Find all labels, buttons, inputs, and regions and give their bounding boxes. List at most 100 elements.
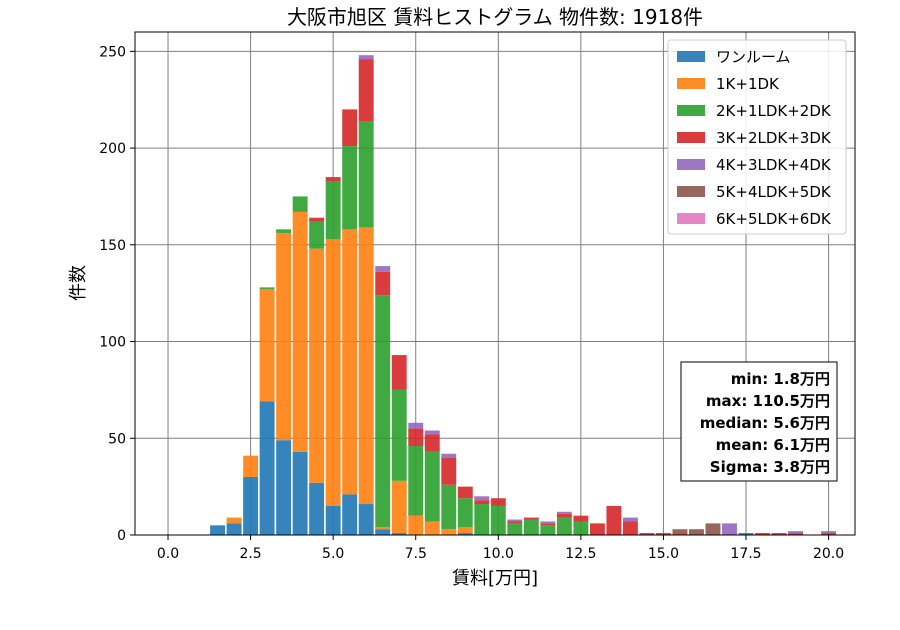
bar-segment	[375, 527, 391, 530]
bar-segment	[424, 521, 440, 535]
bar-segment	[292, 196, 308, 212]
bar-segment	[738, 533, 754, 535]
bar-segment	[375, 295, 391, 528]
stats-line: median: 5.6万円	[700, 414, 830, 432]
bar-segment	[523, 517, 539, 520]
bar-segment	[556, 513, 572, 518]
bar-segment	[755, 533, 770, 535]
bar-segment	[309, 221, 325, 249]
legend: ワンルーム 1K+1DK 2K+1LDK+2DK 3K+2LDK+3DK 4K+3LDK…	[667, 39, 847, 235]
bar-segment	[226, 523, 242, 535]
bar-segment	[342, 494, 358, 535]
legend-swatch	[677, 78, 705, 89]
bar-segment	[342, 146, 358, 230]
bar-segment	[457, 527, 473, 534]
bar-segment	[358, 227, 374, 505]
legend-label: 2K+1LDK+2DK	[716, 102, 832, 120]
legend-label: 1K+1DK	[716, 75, 780, 93]
bar-segment	[325, 239, 341, 506]
y-tick-label: 200	[99, 141, 126, 157]
bar-segment	[259, 287, 275, 290]
bar-segment	[309, 248, 325, 483]
bar-segment	[210, 525, 226, 535]
bar-segment	[523, 519, 539, 535]
bar-segment	[540, 521, 556, 524]
stats-line: max: 110.5万円	[706, 392, 830, 410]
bar-segment	[556, 511, 572, 514]
legend-label: ワンルーム	[716, 48, 791, 66]
stats-line: Sigma: 3.8万円	[710, 458, 830, 476]
x-axis-label: 賃料[万円]	[452, 568, 538, 589]
bar-segment	[292, 451, 308, 535]
bar-segment	[821, 533, 837, 535]
bar-segment	[424, 430, 440, 435]
bar-segment	[358, 504, 374, 535]
legend-swatch	[677, 159, 705, 170]
bar-segment	[474, 504, 490, 535]
legend-swatch	[677, 132, 705, 143]
bar-segment	[391, 389, 407, 481]
bar-segment	[573, 515, 589, 522]
x-tick-label: 17.5	[730, 546, 761, 562]
x-tick-label: 10.0	[483, 546, 514, 562]
bar-segment	[788, 531, 804, 534]
legend-frame	[667, 39, 847, 235]
stats-line: mean: 6.1万円	[716, 436, 830, 454]
bar-segment	[474, 496, 490, 501]
bar-segment	[243, 476, 259, 535]
bar-segment	[325, 177, 341, 181]
bar-segment	[655, 533, 671, 535]
bar-segment	[358, 120, 374, 228]
bar-segment	[771, 533, 787, 535]
y-tick-label: 250	[99, 44, 126, 60]
bar-segment	[441, 457, 457, 485]
bar-segment	[507, 523, 523, 535]
x-tick-label: 2.5	[239, 546, 261, 562]
x-axis: 0.0 2.5 5.0 7.5 10.0 12.5 15.0 17.5 20.0	[157, 535, 844, 562]
bar-segment	[689, 529, 704, 535]
bar-segment	[424, 451, 440, 522]
bar-segment	[672, 529, 688, 534]
bar-segment	[788, 533, 804, 535]
y-tick-label: 0	[117, 528, 126, 544]
bar-segment	[342, 229, 358, 495]
legend-label: 3K+2LDK+3DK	[716, 129, 832, 147]
bar-segment	[342, 109, 358, 147]
legend-swatch	[677, 105, 705, 116]
legend-label: 5K+4LDK+5DK	[716, 183, 832, 201]
bar-segment	[441, 453, 457, 458]
bar-segment	[325, 180, 341, 240]
bar-segment	[589, 523, 605, 535]
bar-segment	[672, 533, 688, 535]
legend-label: 4K+3LDK+4DK	[716, 156, 832, 174]
bar-segment	[573, 521, 589, 535]
x-tick-label: 0.0	[157, 546, 179, 562]
x-tick-label: 15.0	[648, 546, 679, 562]
bar-segment	[325, 505, 341, 535]
bar-segment	[259, 401, 275, 535]
x-tick-label: 7.5	[405, 546, 427, 562]
bar-segment	[622, 517, 638, 522]
y-tick-label: 50	[108, 431, 126, 447]
bar-segment	[391, 355, 407, 390]
bar-segment	[309, 217, 325, 222]
bar-segment	[309, 482, 325, 535]
y-axis: 0 50 100 150 200 250	[99, 44, 135, 544]
bar-segment	[358, 59, 374, 121]
plot-frame	[134, 31, 856, 536]
bar-segment	[276, 440, 292, 535]
bar-segment	[243, 455, 259, 477]
x-tick-label: 12.5	[565, 546, 596, 562]
bar-segment	[375, 266, 391, 272]
bar-segment	[408, 515, 424, 535]
bar-segment	[276, 233, 292, 441]
bar-segment	[375, 529, 391, 535]
legend-swatch	[677, 213, 705, 224]
bar-segment	[226, 517, 242, 524]
bar-segment	[705, 523, 721, 535]
y-tick-label: 100	[99, 335, 126, 351]
bar-segment	[292, 211, 308, 452]
y-axis-label: 件数	[68, 265, 89, 301]
histogram-bars	[210, 55, 837, 535]
x-tick-label: 20.0	[813, 546, 844, 562]
